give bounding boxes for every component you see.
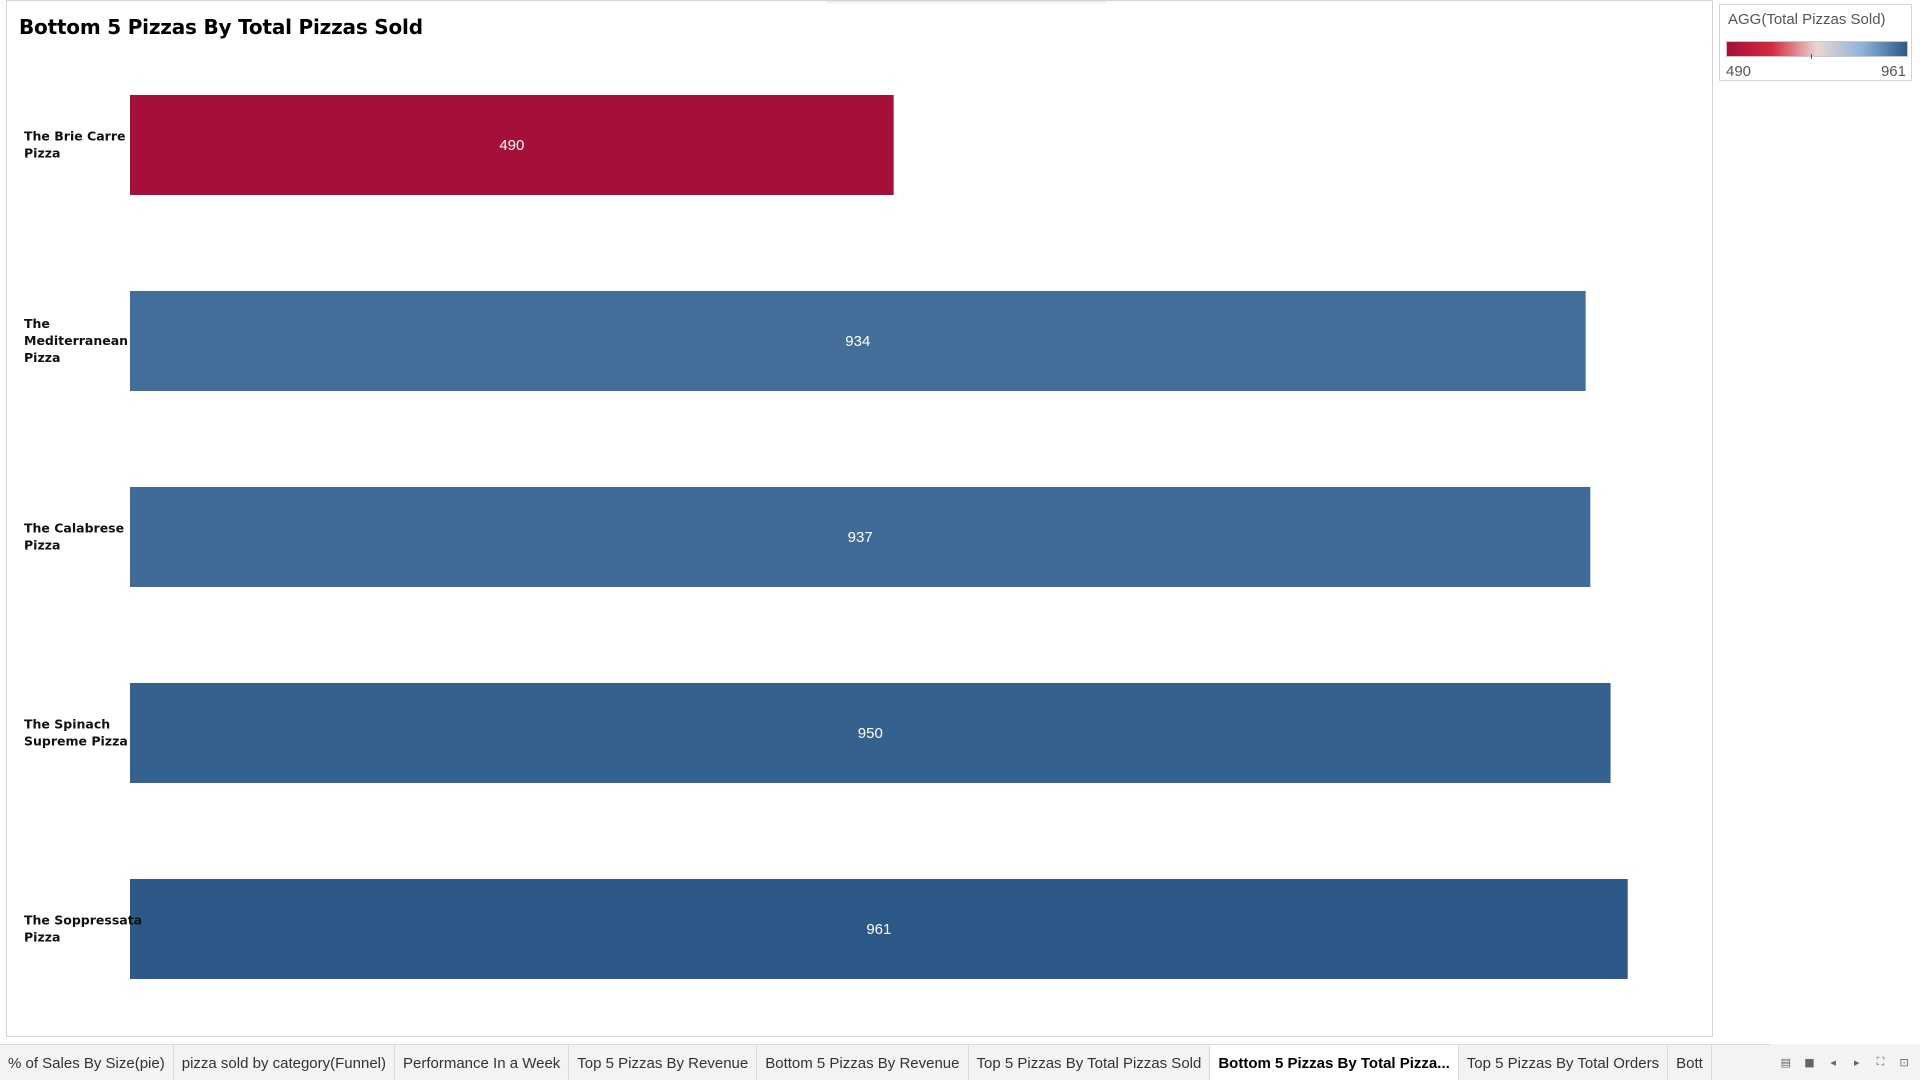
bar-data-label: 490 [499, 137, 524, 154]
tab-controls: ▤ ■ ◂ ▸ ⛶ ⊡ [1770, 1044, 1920, 1080]
category-label-line: The Calabrese [24, 521, 124, 536]
category-label-line: The [24, 316, 50, 331]
sheet-tab[interactable]: Top 5 Pizzas By Revenue [569, 1045, 758, 1080]
category-label-line: Pizza [24, 538, 60, 553]
category-label-line: Pizza [24, 930, 60, 945]
category-label-line: The Spinach [24, 717, 110, 732]
sheet-tab[interactable]: Bott [1668, 1045, 1712, 1080]
legend-color-ramp [1726, 41, 1908, 57]
bar[interactable] [130, 487, 1591, 587]
visualization-pane: 490 The Brie Carre Pizza 934 The Mediterranea… [6, 0, 1713, 1037]
sheet-tab[interactable]: Top 5 Pizzas By Total Orders [1459, 1045, 1669, 1080]
category-label-line: The Soppressata [24, 913, 142, 928]
category-label: The Mediterranean Pizza [24, 316, 128, 365]
category-label: The Soppressata Pizza [24, 913, 142, 945]
fullscreen-icon[interactable]: ⛶ [1876, 1055, 1885, 1068]
sheet-tab-bar: % of Sales By Size(pie) pizza sold by cat… [0, 1044, 1920, 1080]
category-label-line: Pizza [24, 350, 60, 365]
scroll-left-icon[interactable]: ◂ [1830, 1055, 1836, 1069]
sheet-tab[interactable]: pizza sold by category(Funnel) [174, 1045, 395, 1080]
sheet-tab[interactable]: Bottom 5 Pizzas By Revenue [757, 1045, 969, 1080]
category-label: The Brie Carre Pizza [24, 129, 125, 161]
top-divider [827, 1, 1107, 3]
bar[interactable] [130, 291, 1586, 391]
bar-data-label: 961 [866, 921, 891, 938]
bar[interactable] [130, 879, 1628, 979]
legend-midpoint-tick [1811, 54, 1812, 59]
color-legend[interactable]: AGG(Total Pizzas Sold) 490 961 [1719, 4, 1912, 81]
sheet-tab[interactable]: Bottom 5 Pizzas By Total Pizza... [1210, 1045, 1459, 1080]
category-label-line: Pizza [24, 146, 60, 161]
category-label-line: The Brie Carre [24, 129, 125, 144]
sheet-tab[interactable]: Top 5 Pizzas By Total Pizzas Sold [969, 1045, 1211, 1080]
category-label-line: Supreme Pizza [24, 734, 128, 749]
bar-data-label: 934 [845, 333, 870, 350]
chart-title: Bottom 5 Pizzas By Total Pizzas Sold [19, 15, 423, 39]
single-sheet-icon[interactable]: ■ [1804, 1055, 1815, 1069]
category-label: The Calabrese Pizza [24, 521, 124, 553]
bar-data-label: 937 [848, 529, 873, 546]
category-label-line: Mediterranean [24, 333, 128, 348]
sheet-tab[interactable]: % of Sales By Size(pie) [0, 1045, 174, 1080]
bar[interactable] [130, 95, 894, 195]
bar-chart: 490 The Brie Carre Pizza 934 The Mediterranea… [24, 95, 1628, 979]
presentation-icon[interactable]: ⊡ [1899, 1055, 1909, 1069]
bar-data-label: 950 [858, 725, 883, 742]
category-label: The Spinach Supreme Pizza [24, 717, 128, 749]
legend-min-label: 490 [1726, 63, 1752, 80]
bar[interactable] [130, 683, 1611, 783]
legend-max-label: 961 [1880, 63, 1906, 80]
scroll-right-icon[interactable]: ▸ [1854, 1055, 1860, 1069]
sheet-tab[interactable]: Performance In a Week [395, 1045, 570, 1080]
legend-title: AGG(Total Pizzas Sold) [1728, 11, 1886, 28]
filmstrip-icon[interactable]: ▤ [1780, 1055, 1792, 1069]
